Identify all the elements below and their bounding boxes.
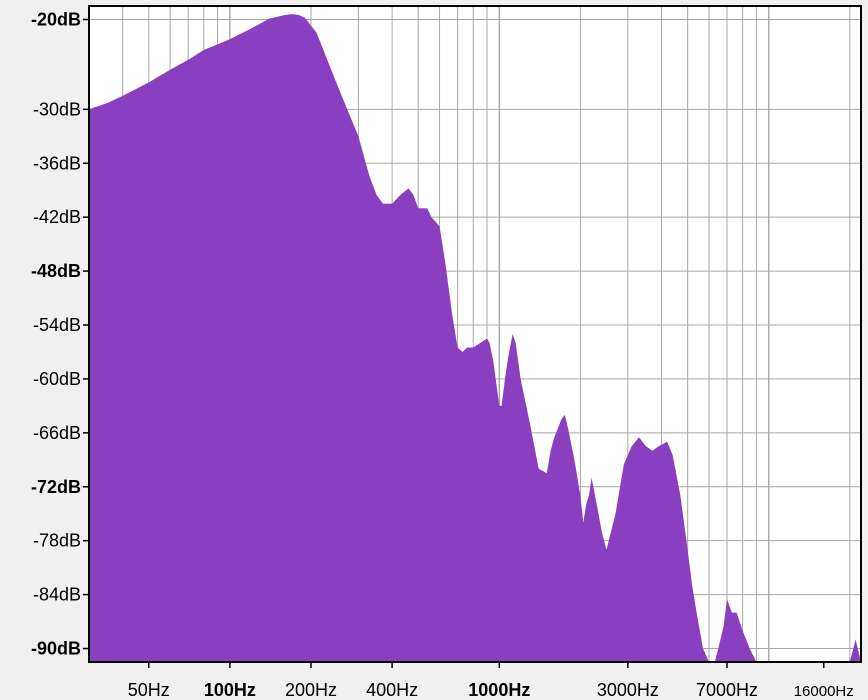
y-tick-label: -90dB [31, 639, 81, 659]
y-tick-label: -54dB [33, 315, 81, 335]
x-tick-label: 1000Hz [468, 680, 530, 700]
y-tick-label: -72dB [31, 477, 81, 497]
y-tick-label: -48dB [31, 261, 81, 281]
x-tick-label: 7000Hz [696, 680, 758, 700]
x-tick-label: 400Hz [366, 680, 418, 700]
x-tick-label: 200Hz [285, 680, 337, 700]
y-tick-label: -42dB [33, 207, 81, 227]
x-tick-label: 3000Hz [597, 680, 659, 700]
y-tick-label: -66dB [33, 423, 81, 443]
x-tick-label: 100Hz [204, 680, 256, 700]
x-tick-label: 16000Hz [794, 683, 854, 700]
y-axis: -20dB -30dB -36dB -42dB -48dB -54dB -60dB -66dB… [31, 9, 89, 659]
y-tick-label: -78dB [33, 531, 81, 551]
y-tick-label: -60dB [33, 369, 81, 389]
y-tick-label: -36dB [33, 153, 81, 173]
y-tick-label: -84dB [33, 585, 81, 605]
spectrum-area [89, 14, 861, 663]
plot-frame [88, 5, 862, 663]
x-axis: 50Hz 100Hz 200Hz 400Hz 1000Hz 3000Hz 7000Hz 160… [128, 662, 854, 700]
y-tick-label: -30dB [33, 99, 81, 119]
x-tick-label: 50Hz [128, 680, 170, 700]
y-tick-label: -20dB [31, 9, 81, 29]
